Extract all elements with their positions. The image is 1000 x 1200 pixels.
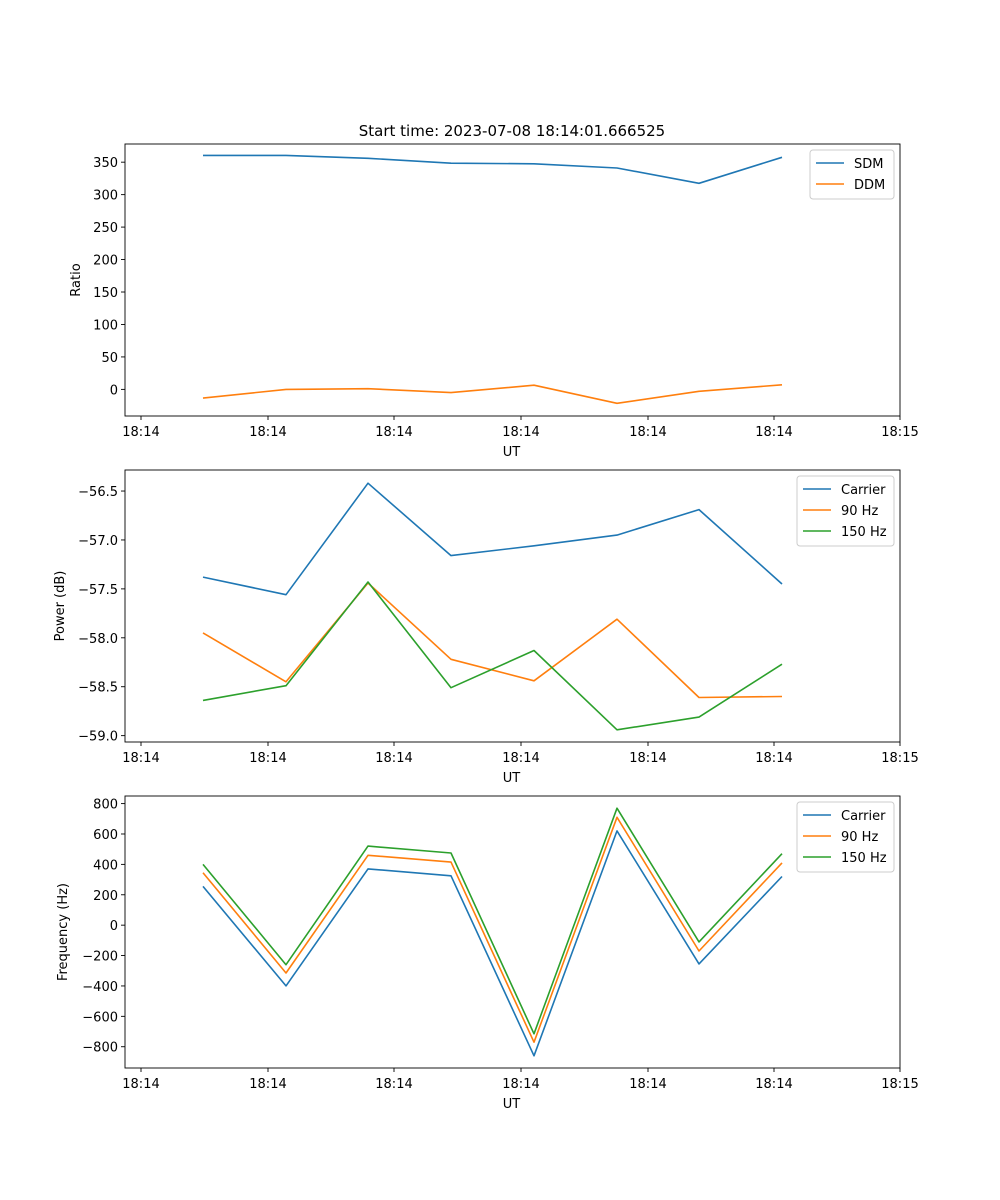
x-tick-label: 18:14 (755, 751, 792, 766)
x-tick-label: 18:15 (881, 751, 918, 766)
y-tick-label: 100 (93, 318, 118, 333)
plot-frame (124, 795, 901, 1069)
plot-frame (124, 469, 901, 743)
y-tick-label: −200 (82, 950, 118, 965)
y-tick-label: −400 (82, 980, 118, 995)
plot-frequency: 18:14 18:14 18:14 18:14 18:14 18:14 18:15 UT −80… (56, 795, 919, 1112)
series-line-150-hz (202, 581, 783, 731)
x-tick-label: 18:14 (629, 425, 666, 440)
y-tick-label: 200 (93, 254, 118, 269)
plot-ratio: 18:14 18:14 18:14 18:14 18:14 18:14 18:15 UT 0 50… (69, 143, 919, 460)
x-tick-label: 18:14 (629, 1077, 666, 1092)
y-tick-label: −800 (82, 1041, 118, 1056)
plot-frame (124, 143, 901, 417)
x-tick-label: 18:14 (375, 1077, 412, 1092)
legend-label-carrier: Carrier (841, 483, 886, 498)
series-line-150-hz (202, 807, 783, 1035)
series-line-sdm (203, 154, 783, 185)
x-tick-label: 18:14 (502, 751, 539, 766)
legend (796, 475, 895, 547)
y-tick-label: −58.5 (78, 681, 118, 696)
legend-label-90-hz: 90 Hz (841, 830, 878, 845)
y-tick-label: −57.5 (78, 583, 118, 598)
x-tick-label: 18:14 (502, 1077, 539, 1092)
x-tick-label: 18:14 (122, 751, 159, 766)
y-tick-label: 200 (93, 889, 118, 904)
x-tick-label: 18:15 (881, 425, 918, 440)
x-tick-label: 18:14 (755, 1077, 792, 1092)
y-tick-label: 350 (93, 156, 118, 171)
series-line-90-hz (202, 582, 783, 699)
x-tick-label: 18:14 (122, 1077, 159, 1092)
series-line-90-hz (202, 816, 783, 1043)
legend (796, 801, 895, 873)
legend-label-150-hz: 150 Hz (841, 851, 887, 866)
y-axis-label: Ratio (69, 263, 84, 296)
series-line-ddm (202, 384, 783, 405)
y-tick-label: 800 (93, 798, 118, 813)
x-tick-label: 18:14 (375, 425, 412, 440)
y-tick-label: 300 (93, 189, 118, 204)
y-tick-label: 50 (101, 351, 118, 366)
x-tick-label: 18:15 (881, 1077, 918, 1092)
x-tick-label: 18:14 (629, 751, 666, 766)
x-axis-label: UT (503, 445, 521, 460)
x-tick-label: 18:14 (249, 1077, 286, 1092)
chart-title: Start time: 2023-07-08 18:14:01.666525 (359, 122, 665, 140)
legend-label-90-hz: 90 Hz (841, 504, 878, 519)
legend-label-ddm: DDM (854, 178, 885, 193)
x-tick-label: 18:14 (249, 751, 286, 766)
y-tick-label: −57.0 (78, 534, 118, 549)
y-tick-label: 0 (110, 919, 118, 934)
x-axis-label: UT (503, 1097, 521, 1112)
y-tick-label: 150 (93, 286, 118, 301)
y-axis-label: Frequency (Hz) (56, 883, 71, 981)
x-tick-label: 18:14 (375, 751, 412, 766)
y-tick-label: −59.0 (78, 730, 118, 745)
y-tick-label: 250 (93, 221, 118, 236)
x-tick-label: 18:14 (122, 425, 159, 440)
y-axis-label: Power (dB) (53, 571, 68, 642)
legend-label-carrier: Carrier (841, 809, 886, 824)
y-tick-label: −56.5 (78, 485, 118, 500)
x-tick-label: 18:14 (755, 425, 792, 440)
x-tick-label: 18:14 (502, 425, 539, 440)
y-tick-label: 600 (93, 828, 118, 843)
plot-power: 18:14 18:14 18:14 18:14 18:14 18:14 18:15 UT −59… (53, 469, 919, 786)
y-tick-label: 400 (93, 858, 118, 873)
y-tick-label: −600 (82, 1010, 118, 1025)
y-tick-label: −58.0 (78, 632, 118, 647)
x-tick-label: 18:14 (249, 425, 286, 440)
series-line-carrier (202, 482, 783, 596)
series-line-carrier (202, 830, 783, 1057)
x-axis-label: UT (503, 771, 521, 786)
legend-label-150-hz: 150 Hz (841, 525, 887, 540)
legend-label-sdm: SDM (854, 157, 883, 172)
y-tick-label: 0 (110, 383, 118, 398)
